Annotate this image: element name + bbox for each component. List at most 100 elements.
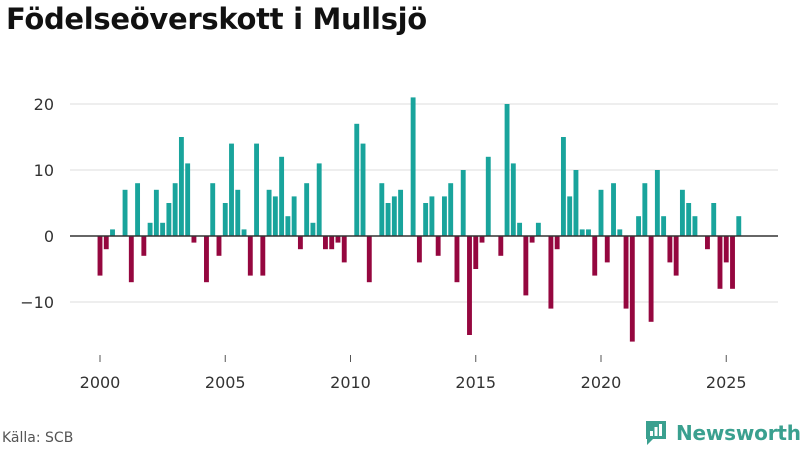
bar (254, 143, 259, 236)
bar (354, 123, 360, 236)
bar (272, 196, 278, 236)
bar (667, 236, 673, 263)
bar-chart-logo-icon (646, 421, 666, 445)
bar (141, 236, 147, 256)
bar (266, 189, 272, 236)
bar (560, 137, 566, 236)
bar (247, 236, 253, 276)
bar (579, 229, 585, 236)
bar (604, 236, 610, 263)
source-note: Källa: SCB (2, 430, 74, 446)
bar (222, 203, 228, 236)
bar (648, 236, 654, 322)
bar (285, 216, 291, 236)
bar (510, 163, 516, 236)
y-tick-label: 20 (34, 95, 54, 114)
x-tick-label: 2010 (330, 373, 371, 392)
bar (103, 236, 109, 250)
bar (160, 222, 166, 236)
bar (204, 236, 209, 283)
bar (592, 236, 598, 276)
bar (498, 236, 504, 256)
bar (329, 236, 335, 250)
bar (467, 236, 472, 335)
bar (705, 236, 710, 250)
bar (679, 189, 685, 236)
bar (711, 203, 717, 236)
bar (416, 236, 422, 263)
bar (235, 189, 241, 236)
y-tick-label: 10 (34, 161, 54, 180)
bar (473, 236, 479, 269)
x-tick-label: 2015 (455, 373, 496, 392)
bar (435, 236, 441, 256)
bar (504, 104, 510, 236)
bar (241, 229, 247, 236)
chart-title: Födelseöverskott i Mullsjö (6, 2, 427, 36)
bar (341, 236, 347, 263)
bar (661, 216, 667, 236)
bar (366, 236, 372, 283)
x-tick-label: 2000 (80, 373, 121, 392)
bar (379, 183, 385, 236)
bar (323, 236, 328, 250)
bar (673, 236, 679, 276)
bar (654, 170, 660, 236)
bar (523, 236, 529, 296)
bar (629, 236, 635, 342)
bar (398, 189, 404, 236)
bar (216, 236, 222, 256)
bar (686, 203, 692, 236)
y-tick-label: 0 (44, 227, 54, 246)
bar (554, 236, 560, 250)
bar (692, 216, 698, 236)
bar (153, 189, 159, 236)
bar (479, 236, 485, 243)
bar (586, 229, 591, 236)
bar (460, 170, 466, 236)
bar (454, 236, 460, 283)
bar (335, 236, 341, 243)
bar (730, 236, 735, 289)
brand-name: Newsworthy (676, 420, 800, 445)
bar (191, 236, 197, 243)
bars (97, 97, 742, 342)
bar (185, 163, 191, 236)
bar (178, 137, 184, 236)
bar (529, 236, 535, 243)
y-tick-label: −10 (20, 293, 54, 312)
bar (448, 183, 454, 236)
bar (636, 216, 642, 236)
bar (297, 236, 303, 250)
bar (567, 196, 573, 236)
bar (147, 222, 153, 236)
bar (429, 196, 435, 236)
bar (573, 170, 579, 236)
bar (260, 236, 266, 276)
bar (316, 163, 322, 236)
newsworthy-brand[interactable]: Newsworthy (644, 419, 800, 446)
bar (517, 222, 523, 236)
bar (210, 183, 216, 236)
bar (642, 183, 648, 236)
bar (623, 236, 629, 309)
bar (717, 236, 723, 289)
bar (535, 222, 541, 236)
x-tick-label: 2020 (581, 373, 622, 392)
bar (391, 196, 397, 236)
bar (410, 97, 416, 237)
bar (736, 216, 742, 236)
bar (172, 183, 178, 236)
bar (291, 196, 297, 236)
bar (97, 236, 103, 276)
bar (485, 156, 491, 236)
bar (611, 183, 616, 236)
bar (310, 222, 316, 236)
bar (548, 236, 554, 309)
bar (360, 143, 366, 236)
bar (279, 156, 285, 236)
bar (128, 236, 134, 283)
bar (122, 189, 128, 236)
